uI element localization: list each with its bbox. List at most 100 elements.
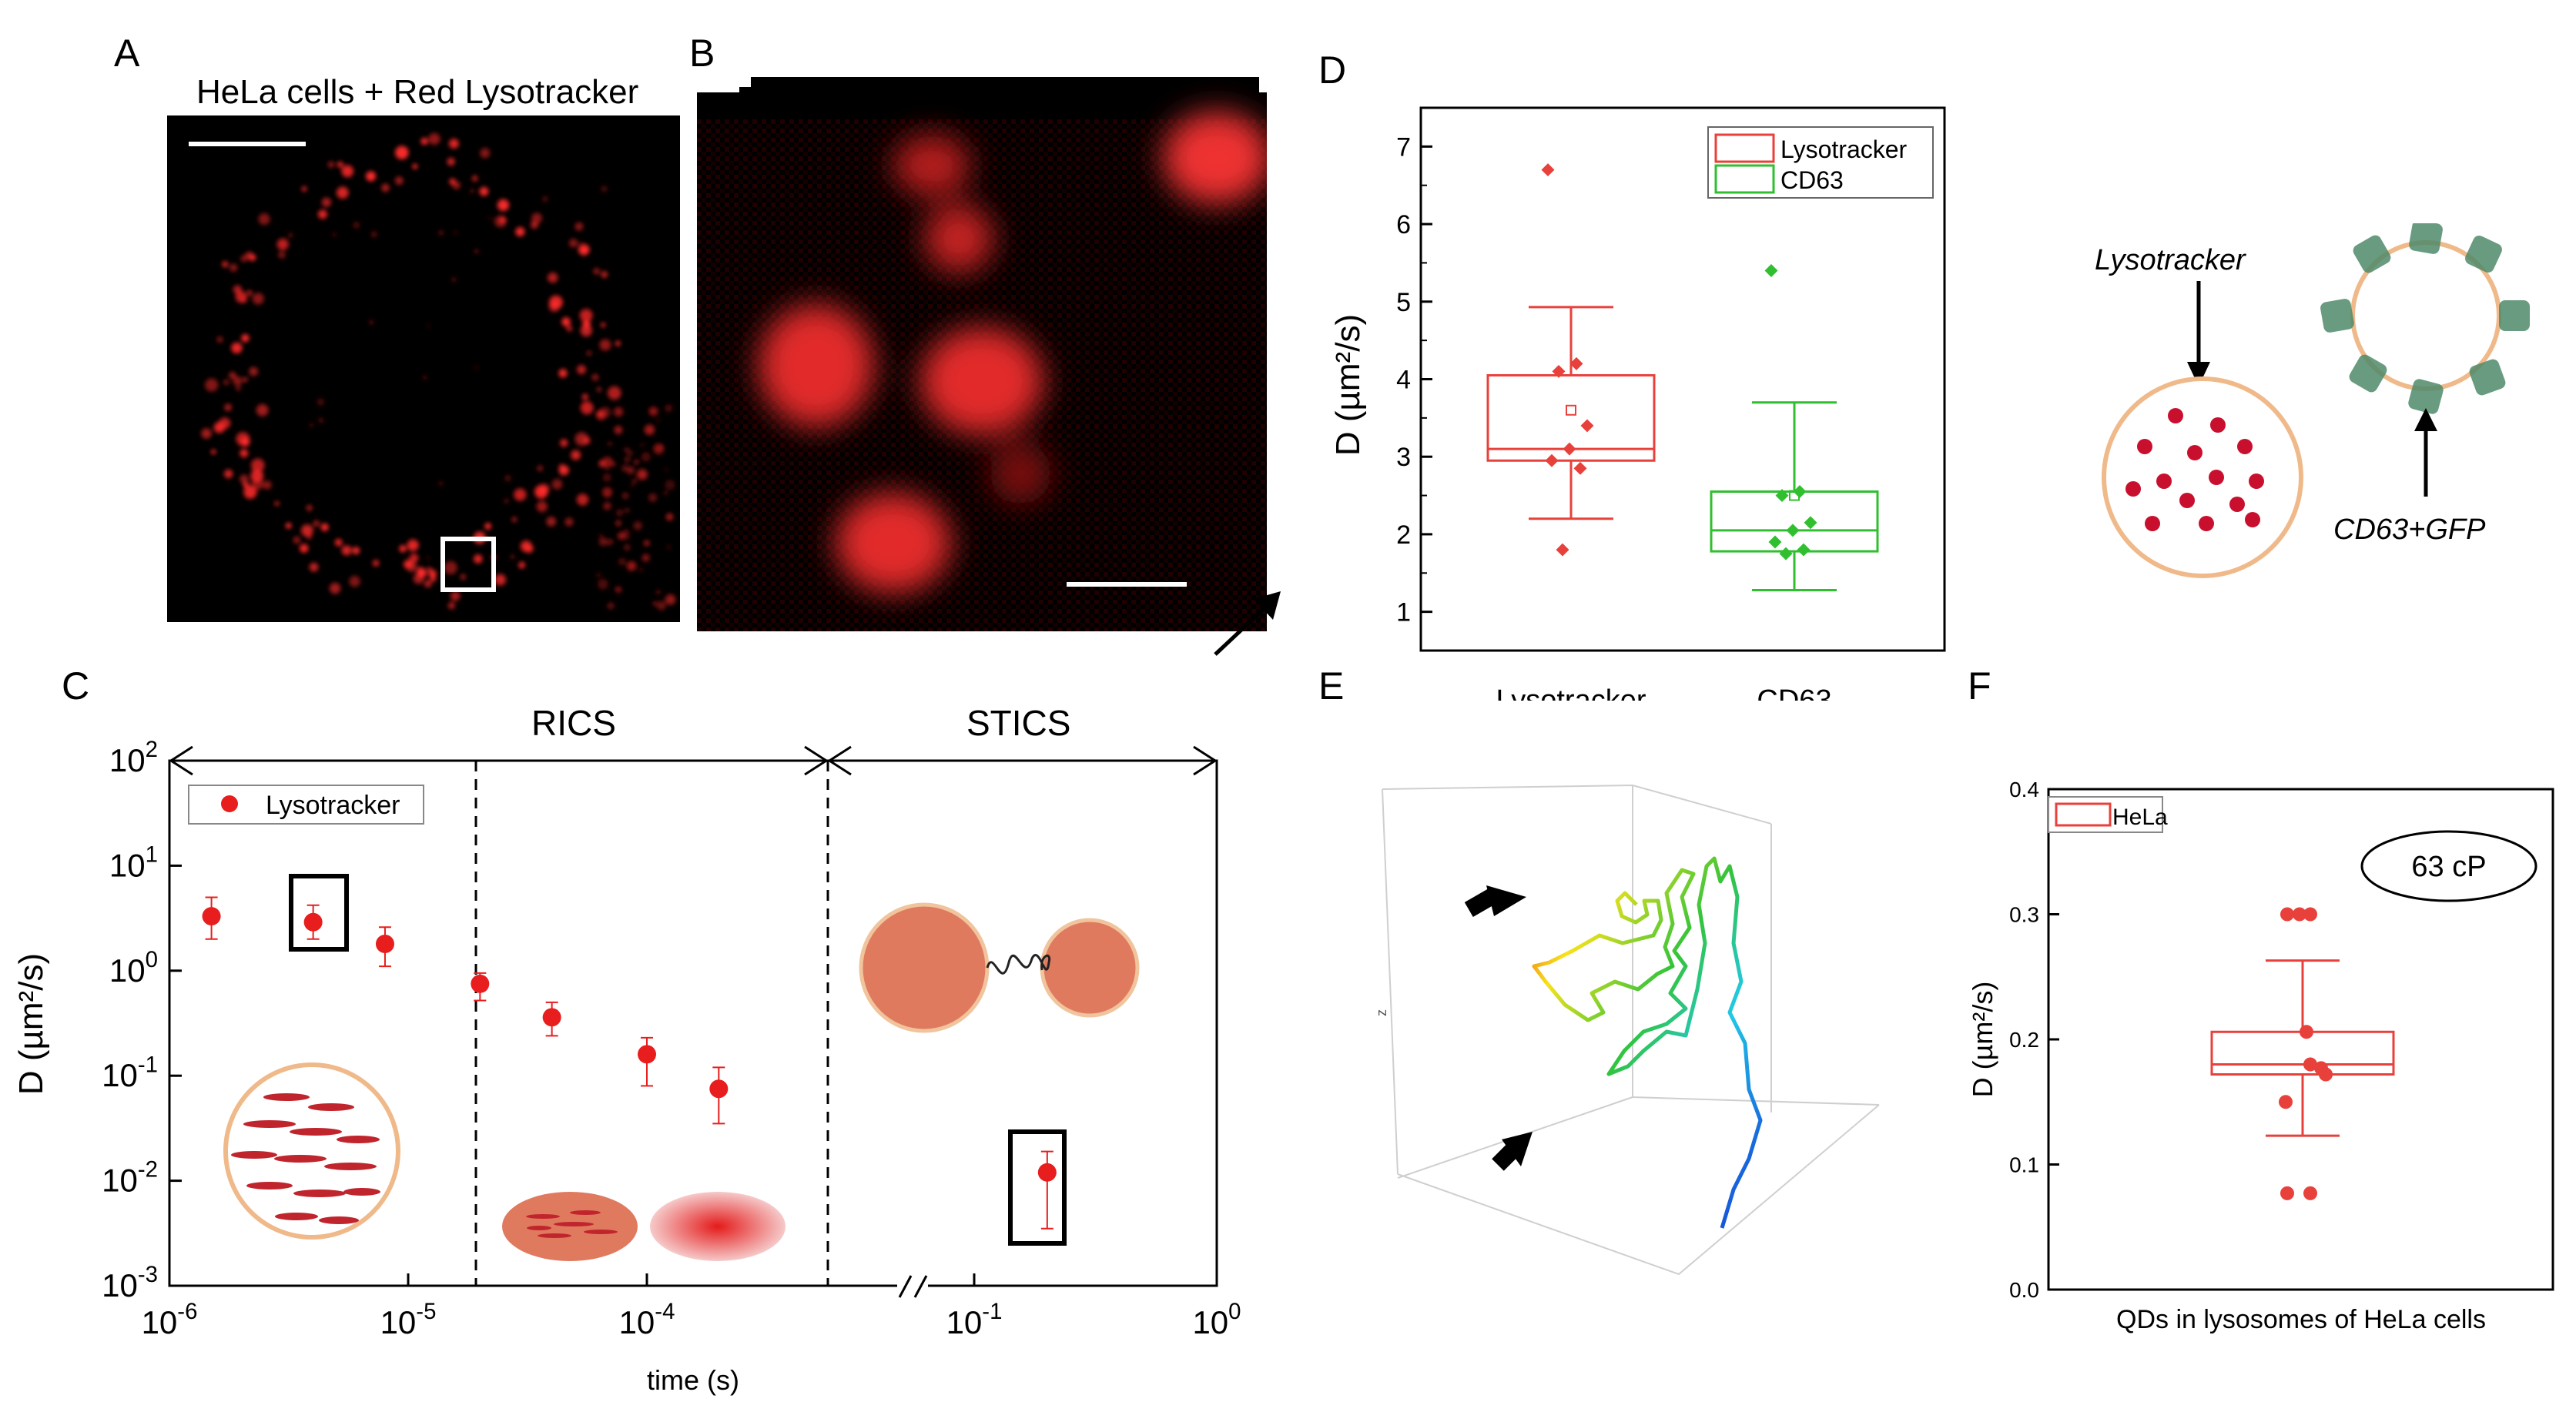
panel-letter-e: E: [1318, 664, 1345, 708]
chart-d-xtick-label: Lysotracker: [1496, 684, 1646, 701]
chart-f: 0.0 0.1 0.2 0.3 0.4 D (µm²/s) QDs in lysosom…: [1971, 778, 2554, 1334]
box-data-point: [1775, 489, 1789, 503]
chart-c-legend-marker: [221, 795, 238, 812]
trajectory-3d-box: [1382, 784, 1880, 1276]
box-data-point: [1545, 453, 1559, 467]
box-data-point: [1793, 485, 1807, 499]
panel-letter-b: B: [689, 32, 715, 75]
chart-c-ytick-label: 102: [109, 737, 158, 778]
chart-c-xtick-label: 10-4: [619, 1299, 675, 1340]
rics-range-arrow: [169, 745, 829, 776]
chart-c-ytick-label: 10-1: [102, 1052, 158, 1093]
box-data-point: [2279, 1095, 2293, 1109]
stics-range-arrow: [827, 745, 1218, 776]
schematic-label-cd63: CD63+GFP: [2333, 514, 2486, 546]
trajectory-path: [1532, 856, 1763, 1229]
box-data-point: [1804, 516, 1817, 530]
chart-c-point: [1037, 1163, 1057, 1182]
panel-b-zoom-image: [697, 77, 1271, 631]
chart-c-ytick-label: 10-2: [102, 1157, 158, 1199]
chart-d-ytick-label: 2: [1396, 520, 1411, 550]
chart-d-legend: Lysotracker CD63: [1707, 126, 1934, 199]
lysotracker-dots: [2125, 408, 2264, 531]
box-data-point: [1541, 163, 1555, 177]
chart-c-point: [638, 1045, 656, 1064]
chart-d-ytick-label: 1: [1396, 598, 1411, 627]
chart-c-point: [542, 1008, 561, 1027]
roi-box: [440, 537, 496, 592]
box-data-point: [1786, 524, 1800, 537]
chart-f-legend-label: HeLa: [2112, 805, 2168, 830]
arrow-top-icon: [1486, 885, 1526, 916]
chart-f-ytick-label: 0.3: [2009, 903, 2039, 927]
box-data-point: [1768, 535, 1782, 549]
highlight-box-rics: [289, 874, 349, 952]
box-data-point: [1556, 543, 1569, 557]
box-data-point: [1563, 442, 1576, 456]
stics-label: STICS: [966, 703, 1070, 743]
chart-f-ytick-label: 0.2: [2009, 1028, 2039, 1052]
tethered-spheres-icon: [859, 902, 1140, 1033]
chart-d-ylabel: D (µm²/s): [1329, 314, 1367, 456]
chart-d-ytick-label: 7: [1396, 132, 1411, 162]
scan-smear-schematic-icon: [502, 1192, 786, 1261]
box-data-point: [2280, 907, 2294, 922]
chart-c-point: [375, 934, 394, 953]
legend-swatch-cd63: [1714, 164, 1775, 194]
chart-d-ytick-label: 5: [1396, 288, 1411, 317]
chart-f-ytick-label: 0.1: [2009, 1153, 2039, 1177]
panel-a-caption: HeLa cells + Red Lysotracker: [196, 73, 639, 111]
chart-f-ylabel: D (µm²/s): [1971, 982, 1998, 1098]
x-axis-break-icon: [897, 1275, 928, 1298]
box-data-point: [2293, 907, 2306, 922]
chart-c-point: [709, 1079, 729, 1099]
chart-f-ytick-label: 0.0: [2009, 1278, 2039, 1302]
panel-letter-a: A: [114, 32, 140, 75]
axis-z-label: z: [1374, 1009, 1389, 1016]
schematic-label-lysotracker: Lysotracker: [2095, 244, 2246, 276]
chart-c-xtick-label: 10-1: [946, 1299, 1003, 1340]
chart-d-ytick-label: 3: [1396, 443, 1411, 472]
chart-c-ytick-label: 100: [109, 947, 158, 989]
box-iqr: [1486, 373, 1656, 462]
chart-f-xlabel: QDs in lysosomes of HeLa cells: [2116, 1305, 2486, 1334]
highlight-box-stics: [1008, 1129, 1067, 1246]
chart-c-point: [303, 912, 323, 932]
chart-c-xtick-label: 100: [1192, 1299, 1241, 1340]
chart-c-ytick-label: 101: [109, 842, 158, 884]
panel-letter-d: D: [1318, 49, 1347, 92]
trajectory-3d: z: [1374, 784, 1880, 1276]
stack-arrow-icon: [1214, 591, 1281, 656]
lysosome-schematic-icon: [223, 1062, 400, 1240]
box-data-point: [2303, 907, 2317, 922]
chart-c-ylabel: D (µm²/s): [12, 953, 50, 1095]
chart-c-xtick-label: 10-6: [142, 1299, 198, 1340]
panel-letter-f: F: [1968, 664, 1991, 708]
svg-text:63 cP: 63 cP: [2411, 851, 2486, 883]
box-mean-marker: [1566, 404, 1576, 416]
chart-c-legend-label: Lysotracker: [266, 791, 400, 820]
box-data-point: [1797, 543, 1811, 557]
panel-a-cell-image: [189, 132, 676, 611]
box-data-point: [1779, 547, 1793, 560]
legend-swatch-lysotracker: [1714, 133, 1775, 163]
chart-d: 1 2 3 4 5 6 7 Lysotracker CD63 D (µm²/s) Lysotr…: [1329, 106, 1946, 701]
lysosome-icon: [2102, 376, 2303, 578]
panel-b-image-stack: [697, 73, 1271, 631]
rics-label: RICS: [531, 703, 616, 743]
chart-f-legend: HeLa: [2048, 796, 2168, 833]
box-iqr: [2210, 1030, 2395, 1076]
chart-c-xlabel: time (s): [647, 1364, 739, 1396]
box-data-point: [2303, 1057, 2317, 1072]
box-data-point: [1573, 461, 1587, 475]
chart-d-xtick-label: CD63: [1757, 684, 1831, 701]
panel-a-micrograph: [167, 115, 680, 622]
legend-label-lysotracker: Lysotracker: [1780, 136, 1908, 163]
chart-c-point: [471, 974, 490, 993]
legend-label-cd63: CD63: [1780, 166, 1844, 194]
chart-c: RICS STICS 10-3 10-2 10-1 100 101 102 10-6 10-…: [12, 703, 1241, 1396]
box-data-point: [2319, 1067, 2333, 1082]
chart-d-ytick-label: 4: [1396, 366, 1411, 395]
chart-d-ytick-label: 6: [1396, 210, 1411, 239]
box-data-point: [2303, 1186, 2317, 1200]
